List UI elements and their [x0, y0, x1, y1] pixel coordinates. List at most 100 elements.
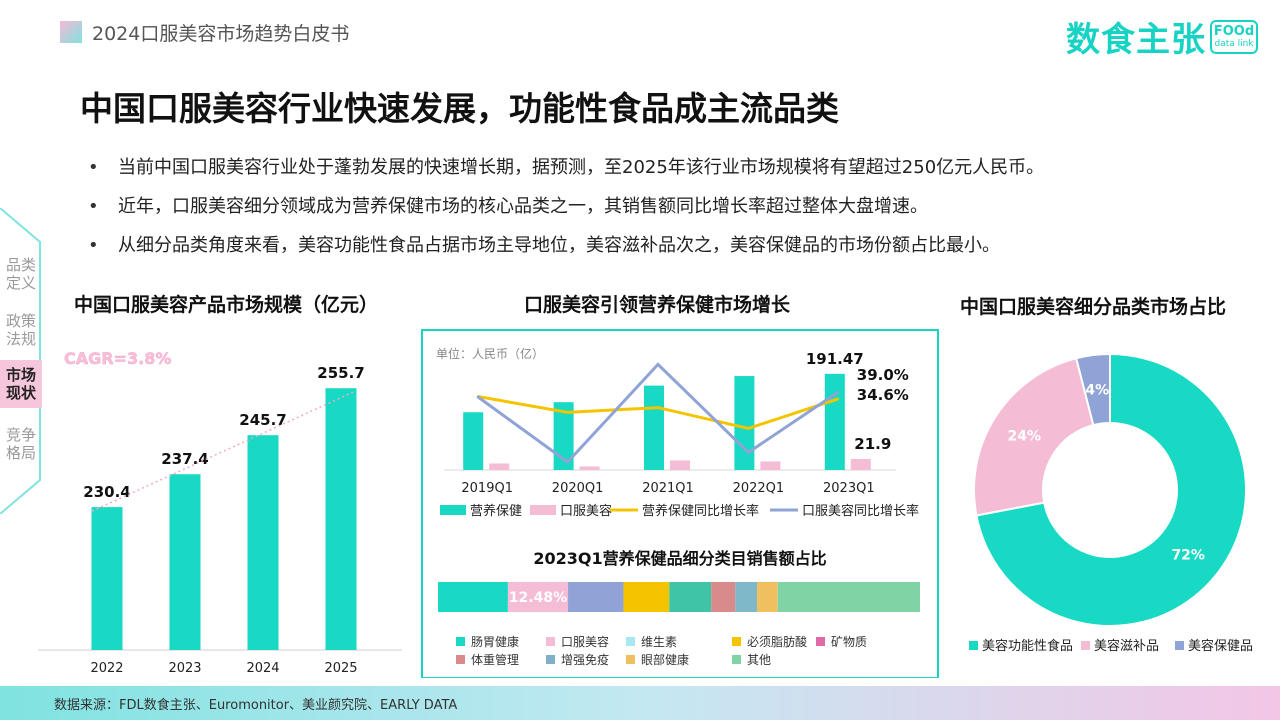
sidebar-item-category-definition[interactable]: 品类 定义: [0, 256, 42, 296]
growth-chart-frame: [421, 329, 939, 678]
donut-legend-label: 美容保健品: [1188, 638, 1253, 654]
stacked-segment: [735, 582, 757, 612]
cagr-trendline: [91, 391, 354, 512]
stacked-segment: [507, 582, 569, 612]
bar-value-label: 237.4: [161, 450, 208, 468]
sidebar-item-label: 竞争: [5, 426, 36, 444]
legend-label: 营养保健同比增长率: [642, 503, 759, 519]
donut-slice: [1074, 352, 1111, 427]
sidebar-item-policy[interactable]: 政策 法规: [0, 312, 42, 352]
segment-share-chart-title: 中国口服美容细分品类市场占比: [960, 296, 1227, 318]
bar-nutrition: [553, 402, 574, 470]
sidebar-item-label: 政策: [5, 312, 36, 330]
brand-logo: 数食主张 FOOd data link: [1066, 12, 1258, 61]
legend-label: 口服美容同比增长率: [802, 503, 919, 519]
section-sidebar: 品类 定义 政策 法规 市场 现状 竞争 格局: [0, 208, 44, 514]
sidebar-item-label: 法规: [5, 330, 36, 348]
logo-badge-line1: FOOd: [1213, 23, 1255, 39]
stacked-legend-label: 增强免疫: [561, 652, 609, 667]
growth-chart-title: 口服美容引领营养保健市场增长: [524, 294, 791, 316]
stacked-segment: [568, 582, 624, 612]
unit-label: 单位：人民币（亿）: [436, 346, 544, 361]
bar-oral-beauty: [670, 460, 690, 470]
bar-market-size: [325, 388, 357, 650]
donut-slice-label: 24%: [1008, 429, 1042, 445]
stacked-legend-label: 眼部健康: [641, 652, 689, 667]
donut-slice: [973, 357, 1095, 517]
key-point: 当前中国口服美容行业处于蓬勃发展的快速增长期，据预测，至2025年该行业市场规模…: [88, 148, 1044, 187]
sidebar-item-label: 品类: [5, 256, 36, 274]
x-tick-label: 2022: [90, 661, 123, 676]
stacked-legend-swatch: [732, 637, 741, 646]
donut-slice: [975, 352, 1247, 627]
bar-oral-beauty: [850, 458, 871, 470]
stacked-legend-label: 维生素: [641, 635, 677, 649]
stacked-legend-swatch: [546, 655, 555, 664]
report-title-text: 2024口服美容市场趋势白皮书: [92, 22, 350, 45]
sidebar-item-label: 格局: [5, 444, 36, 462]
stacked-legend-swatch: [732, 655, 741, 664]
key-point: 从细分品类角度来看，美容功能性食品占据市场主导地位，美容滋补品次之，美容保健品的…: [88, 226, 1044, 265]
title-square-icon: [60, 21, 82, 43]
bar-oral-beauty: [579, 466, 600, 470]
nutrition-last-value-label: 191.47: [806, 350, 864, 368]
stacked-legend-label: 体重管理: [471, 652, 519, 667]
bar-value-label: 255.7: [317, 364, 364, 382]
donut-slice-label: 4%: [1085, 382, 1109, 398]
donut-legend-label: 美容功能性食品: [982, 638, 1073, 654]
nutrition-growth-chart: 单位：人民币（亿） 2019Q1 2020Q1 2021Q1 2022Q1 2023Q1 1…: [421, 329, 939, 678]
stacked-legend-label: 口服美容: [561, 634, 609, 649]
bar-nutrition: [734, 376, 755, 470]
stacked-legend-swatch: [546, 637, 555, 646]
stacked-legend-label: 必须脂肪酸: [747, 634, 807, 649]
stacked-legend-swatch: [456, 637, 465, 646]
stacked-segment: [756, 582, 778, 612]
stacked-segment: [711, 582, 736, 612]
x-tick-label: 2020Q1: [552, 481, 604, 496]
line-beauty-growth: [476, 362, 840, 464]
sidebar-item-competition[interactable]: 竞争 格局: [0, 426, 42, 466]
bar-value-label: 230.4: [83, 483, 130, 501]
stacked-segment: [623, 582, 670, 612]
bar-nutrition: [824, 373, 845, 470]
beauty-last-value-label: 21.9: [854, 435, 891, 453]
stacked-segment: [438, 582, 508, 612]
x-tick-label: 2023Q1: [823, 481, 875, 496]
footer-bar: 数据来源：FDL数食主张、Euromonitor、美业颜究院、EARLY DAT…: [0, 686, 1280, 720]
stacked-segment: [777, 582, 920, 612]
donut-legend-swatch: [969, 641, 978, 650]
key-points-list: 当前中国口服美容行业处于蓬勃发展的快速增长期，据预测，至2025年该行业市场规模…: [88, 148, 1044, 265]
legend-label: 口服美容: [560, 503, 612, 519]
x-tick-label: 2025: [324, 661, 357, 676]
donut-legend-swatch: [1175, 641, 1184, 650]
stacked-legend-swatch: [626, 655, 635, 664]
market-size-chart-title: 中国口服美容产品市场规模（亿元）: [74, 294, 379, 316]
logo-text: 数食主张: [1066, 20, 1206, 60]
legend-label: 营养保健: [470, 503, 522, 519]
stacked-segment-label: 12.48%: [509, 590, 567, 606]
sidebar-item-market-status[interactable]: 市场 现状: [0, 360, 42, 408]
line-nutrition-growth: [476, 394, 840, 430]
bar-market-size: [169, 474, 201, 650]
stacked-legend-swatch: [816, 637, 825, 646]
nutrition-rate-last-label: 34.6%: [857, 386, 909, 404]
stacked-segment: [669, 582, 712, 612]
market-size-chart: 230.4 2022 237.4 2023 245.7 2024 255.7 2025 CAGR…: [38, 349, 402, 676]
bar-nutrition: [463, 412, 484, 470]
x-tick-label: 2019Q1: [461, 481, 513, 496]
logo-badge: FOOd data link: [1210, 19, 1258, 54]
donut-slice-label: 72%: [1171, 548, 1205, 564]
stacked-legend-label: 肠胃健康: [471, 634, 519, 649]
bar-nutrition: [644, 385, 664, 470]
segment-share-donut-chart: 72% 24% 4% 美容功能性食品 美容滋补品 美容保健品: [969, 352, 1253, 654]
stacked-bar-title: 2023Q1营养保健品细分类目销售额占比: [533, 549, 826, 568]
stacked-legend-swatch: [456, 655, 465, 664]
x-tick-label: 2022Q1: [733, 481, 785, 496]
cagr-annotation: CAGR=3.8%: [64, 349, 171, 368]
donut-legend-swatch: [1081, 641, 1090, 650]
bar-oral-beauty: [489, 463, 510, 470]
x-tick-label: 2024: [246, 661, 279, 676]
page-headline: 中国口服美容行业快速发展，功能性食品成主流品类: [80, 89, 839, 128]
sidebar-item-label: 定义: [5, 274, 36, 292]
donut-legend-label: 美容滋补品: [1094, 638, 1159, 654]
